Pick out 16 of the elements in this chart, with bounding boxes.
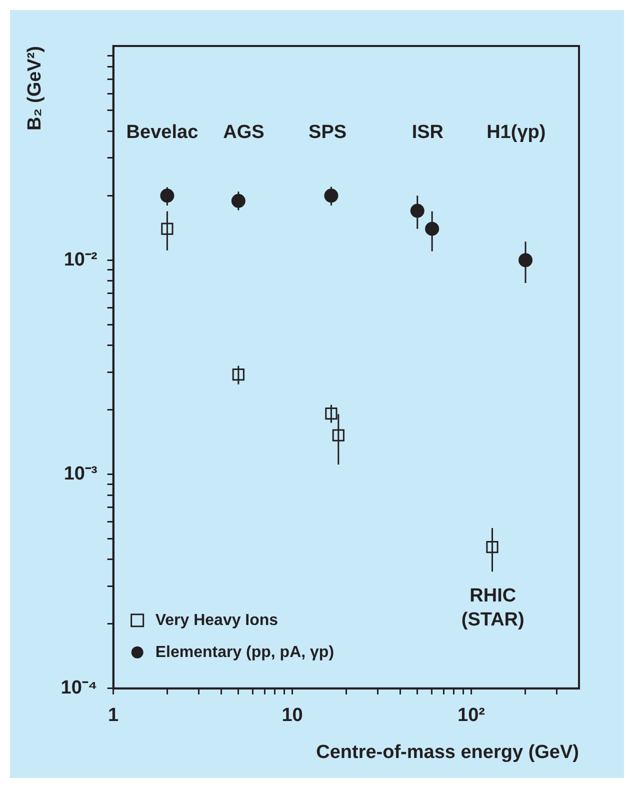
x-axis-title: Centre-of-mass energy (GeV) — [316, 742, 579, 763]
annotation: AGS — [223, 122, 264, 143]
x-tick-label: 1 — [108, 705, 120, 726]
x-tick-label: 10² — [458, 705, 485, 726]
y-tick-label: 10⁻³ — [64, 464, 98, 484]
y-tick-label: 10⁻² — [64, 249, 98, 270]
annotation: RHIC (STAR) — [461, 585, 524, 630]
legend-label: Very Heavy Ions — [155, 612, 278, 629]
legend-label: Elementary (pp, pA, γp) — [155, 644, 334, 661]
x-tick-label: 10 — [282, 705, 303, 726]
annotation: SPS — [308, 122, 347, 143]
annotation: ISR — [412, 122, 444, 143]
annotation: Bevelac — [126, 122, 199, 143]
annotation: H1(γp) — [486, 122, 546, 143]
y-tick-label: 10⁻⁴ — [60, 678, 98, 699]
y-axis-title: B₂ (GeV²) — [24, 46, 46, 130]
